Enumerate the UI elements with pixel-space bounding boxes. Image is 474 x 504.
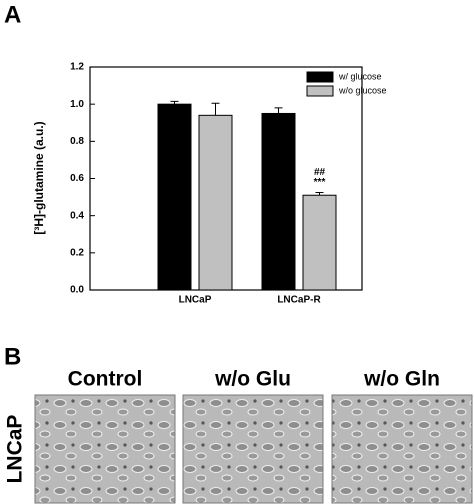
y-tick-label: 1.2 bbox=[70, 62, 84, 73]
bar bbox=[157, 103, 192, 291]
micrograph bbox=[34, 394, 176, 504]
legend-label: w/o glucose bbox=[338, 85, 387, 95]
micrograph bbox=[182, 394, 324, 504]
panel-label: B bbox=[4, 343, 21, 370]
error-bar bbox=[315, 191, 324, 196]
error-bar bbox=[211, 102, 220, 116]
error-bar bbox=[274, 107, 283, 114]
x-tick-label: LNCaP bbox=[179, 295, 212, 306]
y-tick-label: 0.4 bbox=[70, 210, 84, 221]
column-label: Control bbox=[68, 368, 143, 391]
bar bbox=[198, 114, 233, 291]
bar bbox=[261, 112, 296, 291]
row-label: LNCaP bbox=[4, 415, 27, 484]
y-tick-label: 1.0 bbox=[70, 99, 84, 110]
column-label: w/o Gln bbox=[363, 368, 440, 391]
annotation: *** bbox=[314, 177, 326, 188]
y-tick-label: 0.0 bbox=[70, 285, 84, 296]
x-tick-label: LNCaP-R bbox=[277, 295, 321, 306]
y-tick-label: 0.6 bbox=[70, 173, 84, 184]
image-panel bbox=[34, 394, 473, 504]
column-label: w/o Glu bbox=[214, 368, 291, 391]
legend-label: w/ glucose bbox=[338, 71, 382, 81]
bar bbox=[302, 194, 337, 291]
y-axis-label: [³H]-glutamine (a.u.) bbox=[32, 121, 46, 234]
annotation: ## bbox=[314, 167, 326, 178]
legend-swatch bbox=[306, 85, 334, 97]
panel-label: A bbox=[4, 1, 21, 28]
micrograph bbox=[331, 394, 473, 504]
legend-swatch bbox=[306, 71, 334, 83]
y-tick-label: 0.8 bbox=[70, 136, 84, 147]
error-bar bbox=[170, 100, 179, 105]
y-tick-label: 0.2 bbox=[70, 247, 84, 258]
